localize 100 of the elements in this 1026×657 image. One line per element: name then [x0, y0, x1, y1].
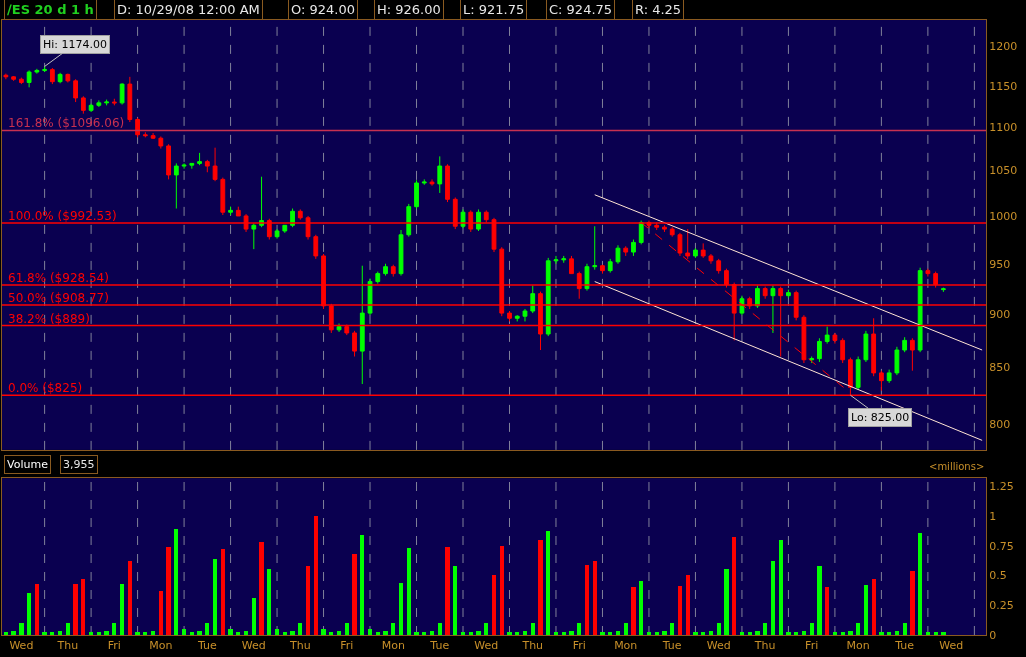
bar: [686, 575, 690, 635]
candlestick: [840, 337, 846, 364]
annotation: Hi: 1174.00: [43, 38, 108, 51]
bar: [577, 623, 581, 635]
bar: [298, 623, 302, 635]
bar: [546, 531, 550, 635]
candlestick: [824, 326, 830, 345]
bar: [58, 631, 62, 635]
bar: [848, 631, 853, 635]
bar: [500, 546, 504, 635]
bar: [329, 632, 333, 635]
ref-line-label: 100.0% ($992.53): [8, 209, 117, 223]
chart-title: ∕ES 20 d 1 h: [7, 2, 94, 17]
bar: [624, 623, 628, 635]
bar: [655, 632, 659, 635]
candlestick: [166, 143, 171, 180]
candlestick: [11, 75, 17, 82]
bar: [430, 631, 434, 635]
bar: [810, 623, 814, 635]
candlestick: [220, 177, 226, 216]
candlestick: [111, 98, 117, 106]
bar: [306, 566, 310, 635]
candlestick: [700, 242, 706, 259]
x-tick-label: Thu: [521, 639, 544, 653]
bar: [376, 632, 380, 635]
bar: [887, 632, 891, 635]
candlestick: [561, 255, 567, 264]
candlestick: [142, 131, 148, 138]
bar: [670, 623, 674, 635]
candlestick: [352, 330, 357, 357]
bar: [197, 631, 202, 635]
ref-line-label: 0.0% ($825): [8, 381, 83, 395]
bar: [484, 623, 488, 635]
candlestick: [514, 314, 520, 322]
x-tick-label: Wed: [939, 639, 964, 653]
bar: [732, 537, 736, 635]
bar: [763, 623, 767, 635]
candlestick: [894, 346, 900, 376]
bar: [19, 623, 24, 635]
bar: [841, 632, 845, 635]
candlestick: [251, 222, 257, 250]
bar: [445, 547, 450, 635]
x-tick-label: Tue: [894, 639, 915, 653]
bar: [740, 632, 744, 635]
bar: [709, 631, 713, 635]
x-tick-label: Wed: [474, 639, 499, 653]
ref-line-label: 38.2% ($889): [8, 312, 90, 326]
bar: [678, 586, 682, 635]
bar: [4, 632, 8, 635]
y-tick-label: 1200: [989, 39, 1018, 53]
bar: [252, 598, 256, 635]
bar: [414, 632, 419, 635]
y-tick-label: 0.5: [989, 569, 1007, 583]
candlestick: [189, 162, 195, 170]
candlestick: [18, 77, 24, 85]
bar: [159, 591, 163, 635]
y-tick-label: 1100: [989, 120, 1018, 134]
bar: [228, 629, 233, 635]
candlestick: [3, 73, 9, 80]
bar: [438, 623, 442, 635]
bar: [135, 632, 140, 635]
candlestick: [313, 234, 319, 260]
candlestick: [34, 68, 40, 75]
bar: [360, 535, 364, 635]
bar: [283, 632, 287, 635]
bar: [407, 548, 411, 635]
candlestick: [917, 267, 923, 353]
bar: [73, 584, 78, 635]
bar: [538, 540, 543, 635]
y-tick-label: 0: [989, 628, 997, 642]
candlestick: [716, 258, 722, 275]
x-tick-label: Fri: [107, 639, 121, 653]
bar: [368, 629, 372, 635]
candlestick: [429, 178, 435, 187]
candlestick: [855, 356, 861, 391]
candlestick: [297, 208, 303, 221]
bar: [290, 631, 295, 635]
bar: [205, 623, 209, 635]
x-tick-label: Fri: [805, 639, 819, 653]
text: D: 10/29/08 12:00 AM: [117, 2, 260, 17]
candlestick: [615, 244, 621, 265]
bar: [802, 631, 806, 635]
y-tick-label: 1000: [989, 209, 1018, 223]
bar: [97, 632, 101, 635]
bar: [267, 569, 271, 635]
bar: [461, 632, 465, 635]
bar: [748, 632, 752, 635]
text: 3,955: [63, 458, 95, 471]
y-tick-label: 1150: [989, 79, 1018, 93]
bar: [182, 629, 186, 635]
bar: [11, 631, 16, 635]
candlestick: [755, 285, 760, 309]
candlestick: [445, 163, 450, 203]
y-tick-label: 800: [989, 417, 1011, 431]
candlestick: [522, 308, 528, 322]
bar: [314, 516, 318, 635]
x-tick-label: Tue: [196, 639, 217, 653]
candlestick: [631, 239, 636, 257]
candlestick: [569, 255, 574, 275]
x-tick-label: Mon: [149, 639, 173, 653]
